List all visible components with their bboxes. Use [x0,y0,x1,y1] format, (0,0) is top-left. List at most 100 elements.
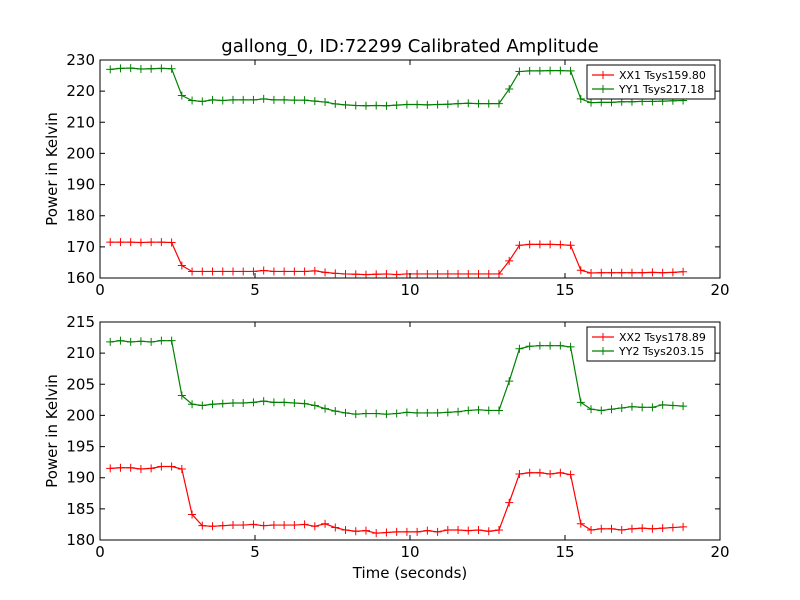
bottom-data-point [259,521,268,530]
top-data-point [587,98,596,107]
bottom-data-point [566,470,575,479]
bottom-data-point [627,524,636,533]
bottom-data-point [188,510,197,519]
bottom-data-point [423,408,432,417]
top-data-point [433,269,442,278]
top-y-tick-label: 200 [66,144,95,162]
bottom-data-point [668,523,677,532]
top-data-point [576,94,585,103]
bottom-data-point [157,462,166,471]
top-data-point [423,100,432,109]
top-x-tick-label: 15 [555,281,574,299]
bottom-legend-swatch-marker [599,333,607,341]
top-data-point [321,98,330,107]
top-data-point [136,65,145,74]
top-data-point [505,256,514,265]
bottom-data-point [494,526,503,535]
top-data-point [443,100,452,109]
bottom-data-point [361,526,370,535]
top-legend-label: YY1 Tsys217.18 [618,83,704,96]
bottom-data-point [351,527,360,536]
bottom-data-point [106,464,115,473]
bottom-x-tick-label: 20 [710,543,729,561]
top-data-point [546,66,555,75]
top-data-point [157,64,166,73]
bottom-data-point [136,464,145,473]
bottom-data-point [218,399,227,408]
top-data-point [208,267,217,276]
top-data-point [239,267,248,276]
bottom-data-point [136,337,145,346]
bottom-data-point [587,526,596,535]
top-data-point [382,269,391,278]
top-data-point [116,64,125,73]
top-data-point [535,240,544,249]
top-data-point [648,268,657,277]
top-data-point [464,269,473,278]
bottom-data-point [126,463,135,472]
bottom-data-point [351,410,360,419]
bottom-data-point [658,524,667,533]
bottom-data-point [597,524,606,533]
top-data-point [484,269,493,278]
bottom-data-point [607,524,616,533]
top-series-markers-0 [106,238,688,279]
bottom-data-point [167,336,176,345]
bottom-data-point [679,522,688,531]
top-data-point [423,269,432,278]
bottom-data-point [198,401,207,410]
top-data-point [147,64,156,73]
bottom-data-point [147,464,156,473]
top-data-point [147,238,156,247]
top-data-point [382,101,391,110]
bottom-data-point [341,526,350,535]
bottom-panel: 0 5 10 15 20 180 185 190 195 200 205 210 215 Power in… [43,313,730,561]
top-data-point [597,268,606,277]
bottom-y-tick-label: 180 [66,531,95,549]
bottom-data-point [648,403,657,412]
top-y-tick-label: 230 [66,51,95,69]
bottom-data-point [310,522,319,531]
top-data-point [679,267,688,276]
top-data-point [413,269,422,278]
top-data-point [433,100,442,109]
top-data-point [126,238,135,247]
bottom-data-point [228,521,237,530]
bottom-data-point [679,402,688,411]
bottom-x-tick-label: 5 [250,543,260,561]
top-data-point [556,66,565,75]
bottom-data-point [627,402,636,411]
top-x-tick-label: 5 [250,281,260,299]
bottom-data-point [382,410,391,419]
top-data-point [525,240,534,249]
bottom-data-point [454,407,463,416]
top-y-tick-label: 190 [66,176,95,194]
top-data-point [269,95,278,104]
bottom-data-point [269,398,278,407]
top-panel: 0 5 10 15 20 160 170 180 190 200 210 220 230 Power in… [43,51,730,299]
bottom-data-point [494,406,503,415]
top-data-point [290,267,299,276]
top-data-point [300,96,309,105]
bottom-data-point [269,521,278,530]
top-legend-label: XX1 Tsys159.80 [619,69,706,82]
top-data-point [474,269,483,278]
bottom-data-point [239,521,248,530]
top-data-point [188,96,197,105]
bottom-series-markers-0 [106,462,688,538]
bottom-data-point [331,523,340,532]
top-data-point [587,269,596,278]
top-data-point [157,238,166,247]
top-y-tick-label: 180 [66,207,95,225]
top-y-tick-label: 170 [66,238,95,256]
top-data-point [341,100,350,109]
bottom-data-point [239,398,248,407]
top-data-point [392,101,401,110]
top-data-point [310,97,319,106]
top-data-point [484,99,493,108]
top-data-point [249,267,258,276]
bottom-data-point [300,399,309,408]
bottom-data-point [576,519,585,528]
bottom-data-point [464,526,473,535]
top-data-point [228,267,237,276]
